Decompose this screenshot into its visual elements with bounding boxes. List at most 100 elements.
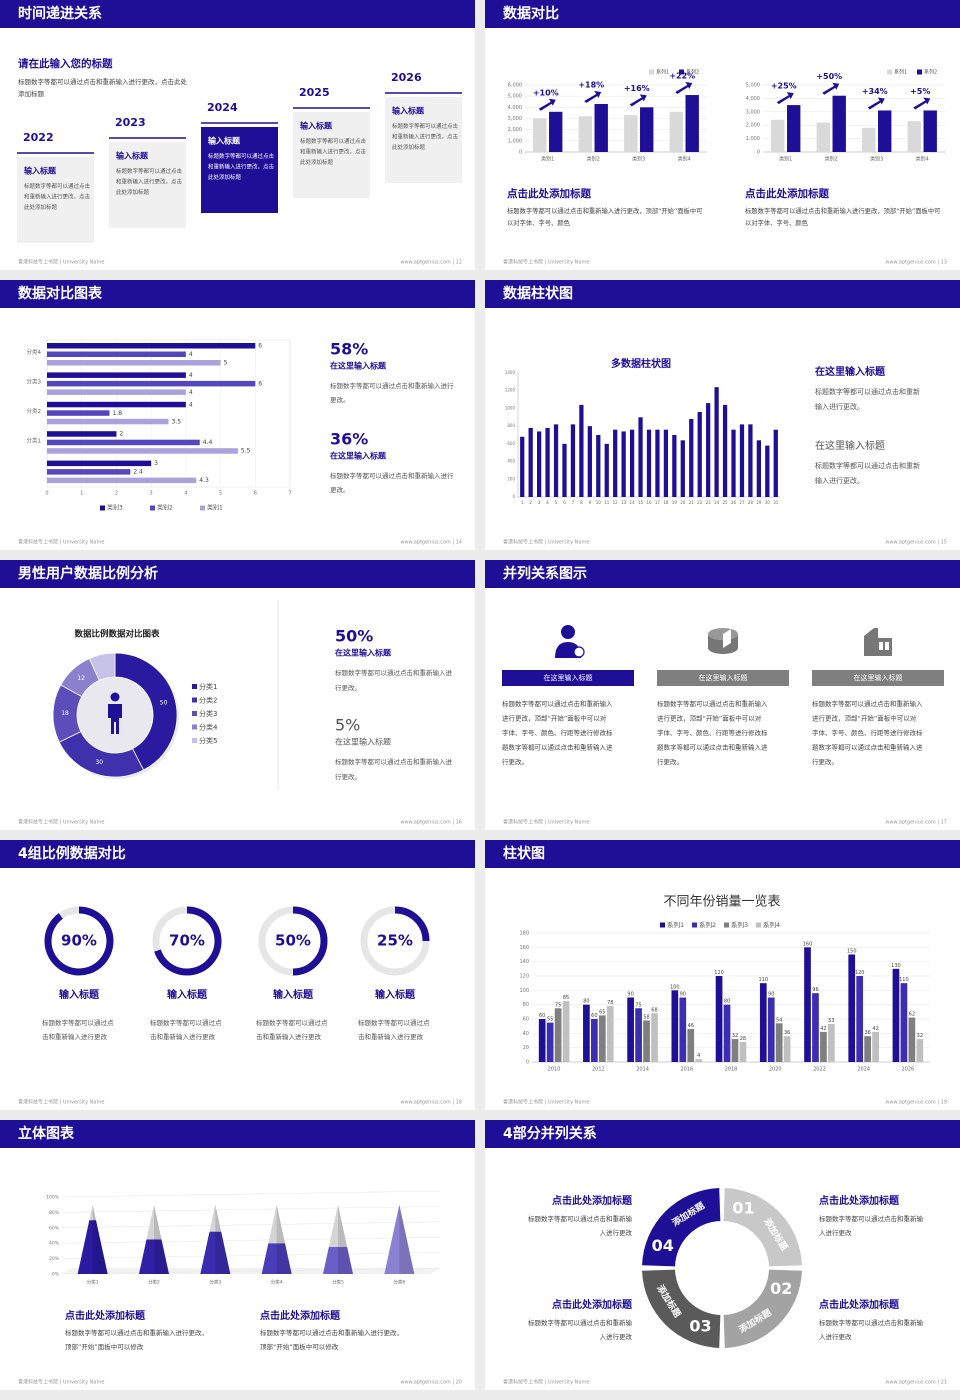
footer-left: 香港科技专上书院 | University Name: [503, 1379, 589, 1386]
slide-bg: [485, 560, 960, 830]
y-tick-label: 分类3: [27, 378, 42, 386]
data-label: 4: [189, 401, 193, 408]
cone-shade: [399, 1204, 415, 1274]
bar: [47, 372, 186, 378]
bar: [549, 111, 563, 152]
bar: [638, 417, 643, 497]
icon: [561, 625, 575, 639]
arrow: [867, 97, 885, 110]
data-label: 5: [224, 360, 228, 367]
bar: [916, 1039, 924, 1062]
ring-arc: [292, 906, 328, 976]
footer-right: www.aptgenius.com | 20: [400, 1380, 462, 1386]
bar: [923, 110, 937, 152]
block-label: 点击此处添加标题: [552, 1298, 633, 1311]
x-tick-label: 分类6: [393, 1279, 405, 1286]
x-tick-label: 3: [150, 491, 153, 497]
step-label: 输入标题: [208, 136, 241, 146]
y-tick-label: 分类4: [27, 348, 42, 356]
bar: [759, 983, 767, 1062]
bar: [613, 429, 618, 497]
ring-text: 标题数字等都可以通过点击和重新输入进行更改: [150, 1018, 222, 1041]
data-label: 18: [61, 710, 69, 717]
step-label: 输入标题: [24, 166, 57, 176]
intro: 标题数字等都可以通过点击和重新输入进行更改，点击此处添加标题: [18, 77, 188, 98]
footer-right: www.aptgenius.com | 17: [885, 820, 947, 826]
bar: [47, 401, 186, 408]
data-label: 28: [740, 1036, 746, 1042]
legend-swatch: [150, 505, 155, 511]
x-tick-label: 2010: [548, 1067, 561, 1073]
x-tick-label: 分类4: [271, 1279, 283, 1286]
cycle-knob: [649, 1233, 676, 1260]
bar: [864, 1036, 871, 1062]
data-label: 50: [160, 700, 168, 707]
data-label: 36: [864, 1030, 870, 1036]
step-text: 标题数字等都可以通过点击和重新输入进行更改，点击此处添加标题: [24, 182, 91, 211]
year: 2023: [115, 116, 146, 129]
bar: [812, 993, 819, 1062]
legend-swatch: [192, 697, 197, 703]
x-tick-label: 14: [630, 500, 636, 505]
heading: 请在此输入您的标题: [18, 57, 113, 70]
bar: [578, 116, 592, 152]
bar: [775, 1023, 783, 1062]
legend-label: 系列2: [686, 69, 699, 76]
x-tick-label: 9: [589, 500, 592, 505]
legend-swatch: [724, 922, 729, 928]
cycle-number: 03: [689, 1317, 711, 1336]
label-bar: [812, 670, 944, 686]
slide-bg: [0, 840, 475, 1110]
ring-title: 输入标题: [167, 988, 208, 1001]
y-tick-label: 0: [512, 494, 515, 499]
bar: [598, 1015, 606, 1062]
footer-left: 香港科技专上书院 | University Name: [18, 819, 104, 826]
footer-left: 香港科技专上书院 | University Name: [503, 259, 589, 266]
cycle-number: 04: [652, 1236, 674, 1255]
y-tick-label: 100%: [46, 1195, 60, 1201]
legend-label: 分类5: [199, 736, 217, 745]
x-tick-label: 类别3: [632, 156, 645, 163]
y-tick-label: 1,000: [746, 136, 760, 142]
data-label: 36: [784, 1030, 790, 1036]
header-bar: [0, 560, 475, 588]
icon: [573, 646, 585, 658]
x-tick-label: 类别2: [587, 156, 600, 163]
data-label: 60: [591, 1013, 597, 1019]
icon: [723, 629, 731, 648]
bar: [748, 424, 753, 497]
cone-base: [323, 1247, 353, 1274]
data-label: 4: [189, 351, 193, 358]
bar: [594, 103, 608, 152]
ring-arc: [394, 906, 430, 942]
grid-line: [61, 1236, 441, 1244]
bar: [596, 435, 601, 497]
y-tick-label: 4,000: [746, 96, 760, 102]
legend-swatch: [192, 724, 197, 730]
data-label: 110: [759, 977, 769, 983]
data-label: 80: [724, 999, 730, 1005]
bar: [583, 1004, 590, 1062]
annotation: +10%: [533, 88, 559, 97]
cone-base: [261, 1243, 292, 1274]
bar: [536, 431, 542, 497]
footer-right: www.aptgenius.com | 15: [885, 540, 947, 546]
data-label: 32: [917, 1033, 923, 1039]
legend-swatch: [679, 69, 684, 75]
header-bar: [485, 280, 960, 308]
block-text: 标题数字等都可以通过点击和重新输入进行更改。: [815, 461, 920, 485]
ring-label: 70%: [169, 932, 205, 950]
annotation: +50%: [816, 72, 842, 81]
bar: [47, 460, 152, 467]
legend-label: 系列3: [731, 920, 748, 929]
y-tick-label: 0: [526, 1060, 529, 1066]
cone-shade: [276, 1204, 292, 1274]
cone-tip: [268, 1204, 285, 1244]
bar: [787, 105, 801, 152]
header-bar: [485, 560, 960, 588]
data-label: 85: [563, 995, 569, 1001]
x-tick-label: 19: [672, 500, 678, 505]
